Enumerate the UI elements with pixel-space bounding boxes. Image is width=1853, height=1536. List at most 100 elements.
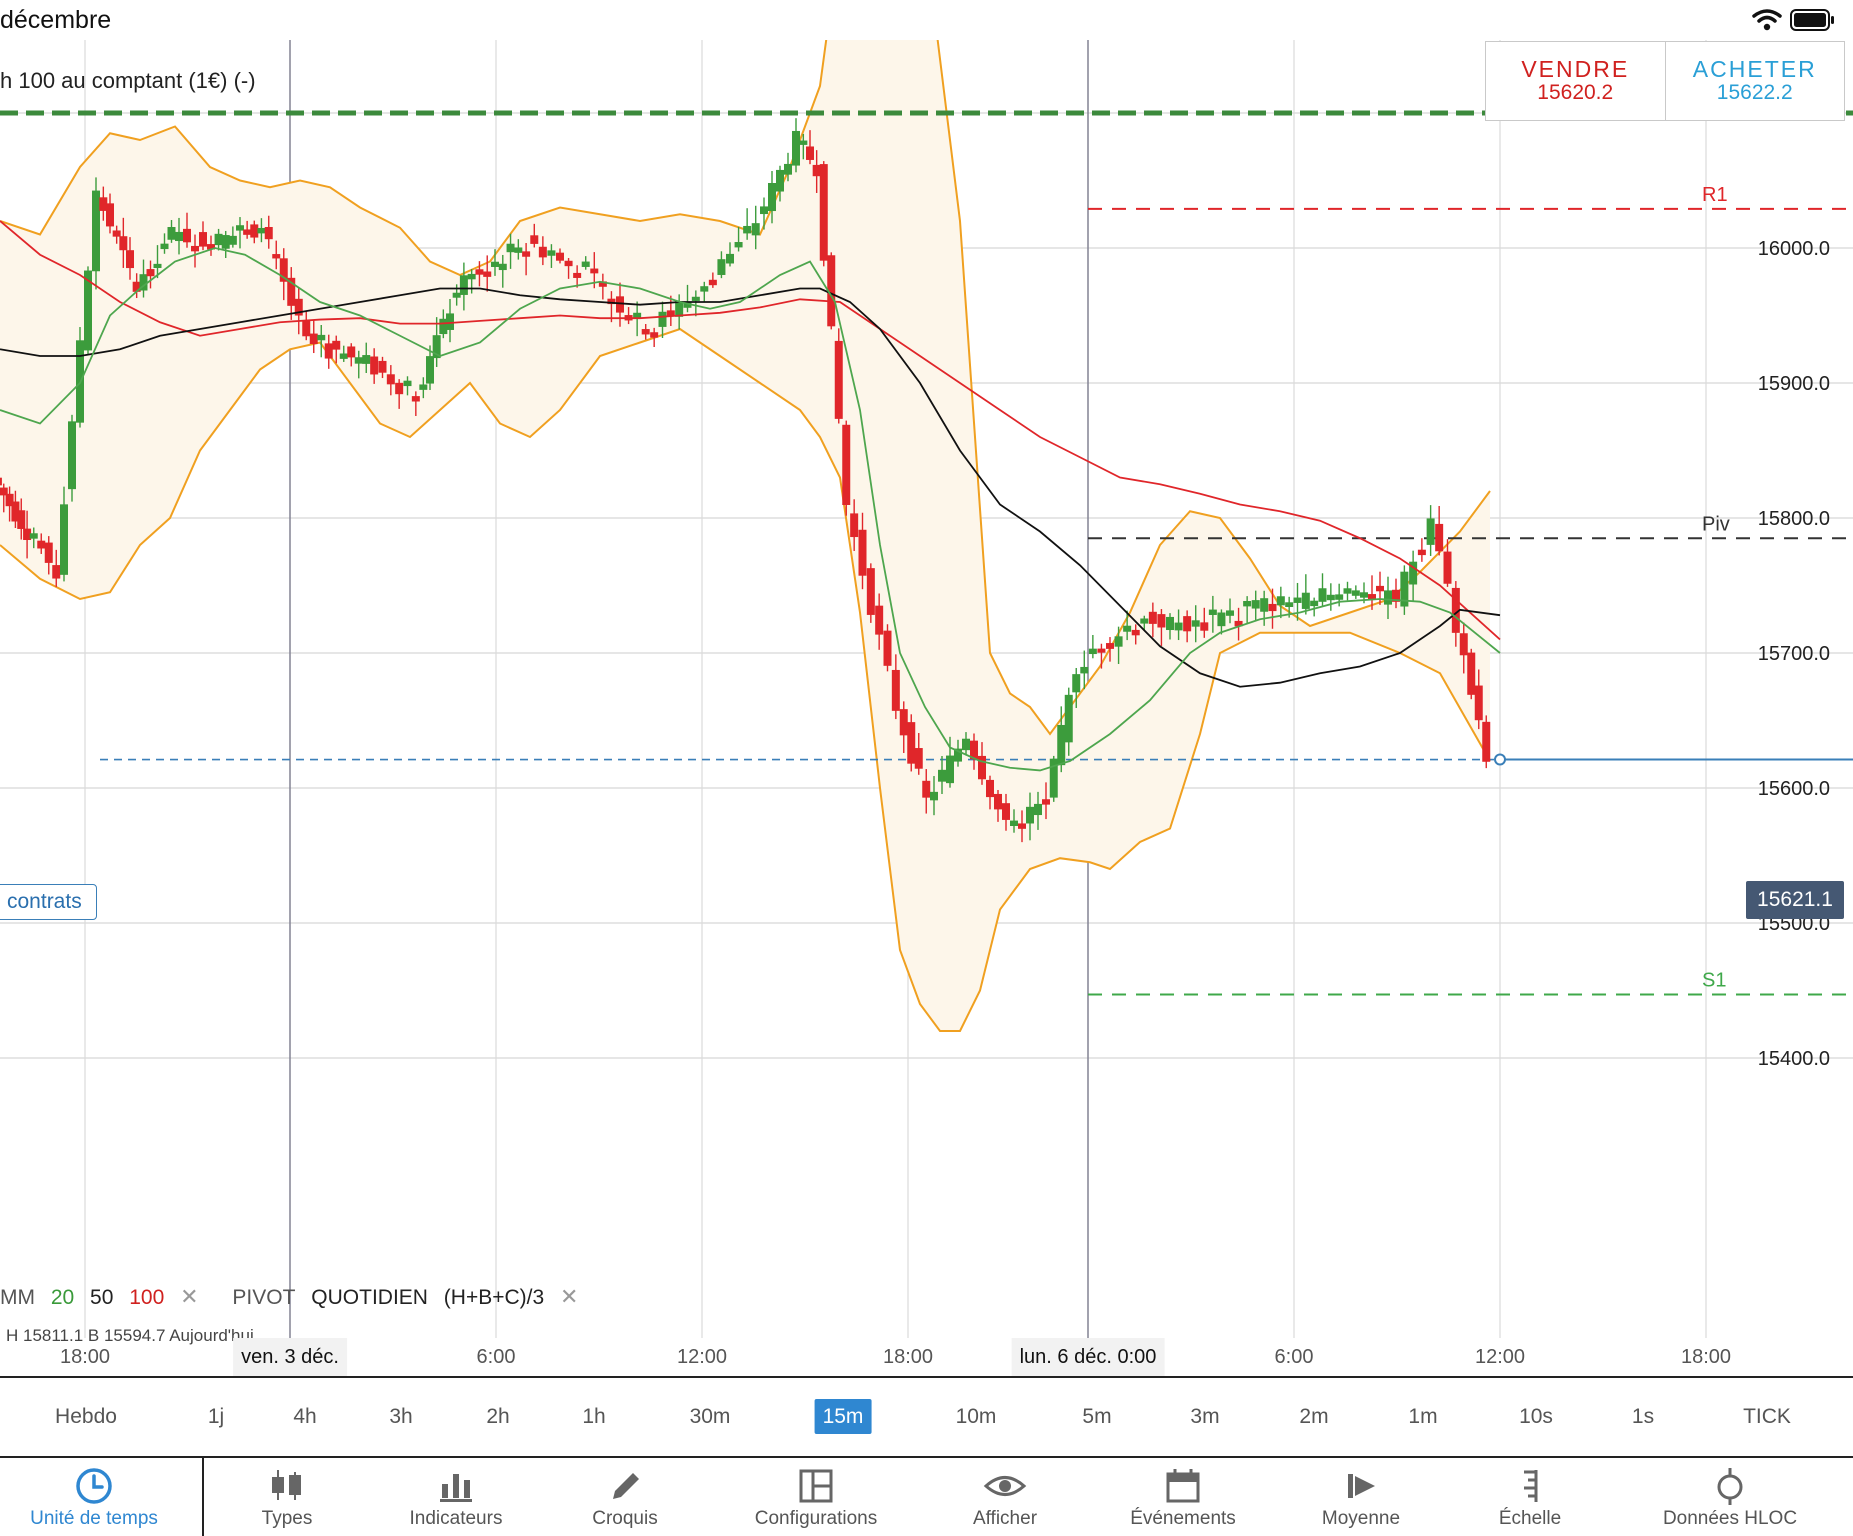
timeframe-3m[interactable]: 3m <box>1190 1405 1220 1428</box>
candle-body <box>1482 721 1491 762</box>
types-button[interactable]: Types <box>202 1458 372 1536</box>
candle-body <box>650 332 659 338</box>
candle-body <box>1351 590 1360 596</box>
candle-body <box>986 779 994 798</box>
timeframe-2h[interactable]: 2h <box>486 1405 510 1428</box>
position-label[interactable]: contrats <box>0 884 97 920</box>
candle-body <box>866 568 875 615</box>
bollinger-fill <box>0 40 1490 1031</box>
candle-body <box>214 233 223 246</box>
timeframe-1s[interactable]: 1s <box>1631 1405 1655 1428</box>
timeframe-3h[interactable]: 3h <box>389 1405 413 1428</box>
candle-body <box>11 501 20 522</box>
pivot-label-r1: R1 <box>1702 184 1728 206</box>
candle-body <box>68 421 76 490</box>
candle-body <box>743 225 752 234</box>
price-tick: 15600.0 <box>1758 778 1830 800</box>
bottom-toolbar: Unité de temps Types Indicateurs Croquis <box>0 1458 1853 1536</box>
candle-body <box>675 301 684 317</box>
candle-body <box>362 355 371 364</box>
remove-pivot-icon[interactable]: ✕ <box>560 1284 579 1309</box>
price-tick: 16000.0 <box>1758 238 1830 260</box>
candle-body <box>1106 643 1114 649</box>
candle-body <box>607 298 616 305</box>
candle-body <box>938 769 946 782</box>
sketch-button[interactable]: Croquis <box>540 1458 710 1536</box>
time-unit-button[interactable]: Unité de temps <box>9 1458 179 1536</box>
candle-body <box>1301 592 1310 609</box>
timeframe-10s[interactable]: 10s <box>1519 1405 1553 1428</box>
candle-body <box>784 163 792 175</box>
wifi-icon <box>1752 9 1782 31</box>
candle-body <box>1360 592 1368 598</box>
timeframe-5m[interactable]: 5m <box>1082 1405 1112 1428</box>
candle-body <box>1467 652 1476 695</box>
configurations-button[interactable]: Configurations <box>731 1458 901 1536</box>
candle-body <box>183 228 191 243</box>
candle-body <box>17 510 26 529</box>
candle-body <box>23 528 32 541</box>
bollinger-band <box>0 40 1491 1032</box>
timeframe-10m[interactable]: 10m <box>955 1405 997 1428</box>
candle-body <box>700 286 709 292</box>
candle-body <box>294 298 303 316</box>
candle-body <box>5 493 14 507</box>
candle-body <box>1080 666 1089 674</box>
candle-body <box>1474 685 1483 721</box>
timeframe-1m[interactable]: 1m <box>1408 1405 1438 1428</box>
candle-body <box>324 343 333 359</box>
indicators-label: Indicateurs <box>409 1508 503 1529</box>
candle-body <box>666 310 675 316</box>
candle-body <box>0 477 2 486</box>
types-label: Types <box>261 1508 313 1529</box>
timeframe-hebdo[interactable]: Hebdo <box>55 1405 117 1428</box>
candle-body <box>1034 803 1042 816</box>
timeframe-15m[interactable]: 15m <box>814 1378 872 1456</box>
scale-button[interactable]: Échelle <box>1445 1458 1615 1536</box>
candle-body <box>439 318 448 335</box>
divider <box>202 1456 204 1536</box>
remove-mm-icon[interactable]: ✕ <box>180 1284 199 1309</box>
candle-body <box>1131 629 1140 636</box>
candle-body <box>498 263 507 271</box>
show-button[interactable]: Afficher <box>920 1458 1090 1536</box>
timeframe-1h[interactable]: 1h <box>582 1405 606 1428</box>
sell-button[interactable]: VENDRE 15620.2 <box>1486 42 1665 120</box>
timeframe-4h[interactable]: 4h <box>293 1405 317 1428</box>
timeframe-tick[interactable]: TICK <box>1743 1405 1791 1428</box>
buy-button[interactable]: ACHETER 15622.2 <box>1664 42 1845 120</box>
legend-mm-20: 20 <box>50 1286 75 1309</box>
candle-body <box>922 780 931 798</box>
x-tick: lun. 6 déc. 0:00 <box>1011 1338 1165 1376</box>
hloc-data-button[interactable]: Données HLOC <box>1645 1458 1815 1536</box>
candle-body <box>598 281 607 287</box>
timeframe-30m[interactable]: 30m <box>689 1405 731 1428</box>
candle-body <box>1384 590 1392 605</box>
x-tick: 6:00 <box>476 1346 516 1368</box>
timeframe-2m[interactable]: 2m <box>1299 1405 1329 1428</box>
average-label: Moyenne <box>1321 1508 1401 1529</box>
indicators-button[interactable]: Indicateurs <box>371 1458 541 1536</box>
candle-body <box>1310 600 1319 607</box>
candle-body <box>994 793 1002 810</box>
candle-body <box>84 270 92 351</box>
candle-body <box>1251 600 1260 609</box>
events-button[interactable]: Événements <box>1098 1458 1268 1536</box>
candle-body <box>132 281 141 292</box>
candle-body <box>970 740 978 760</box>
timeframe-1j[interactable]: 1j <box>207 1405 225 1428</box>
candle-body <box>590 268 599 274</box>
candle-body <box>1064 694 1073 743</box>
candle-body <box>302 320 311 337</box>
sell-label: VENDRE <box>1521 56 1630 82</box>
candle-body <box>1326 594 1335 601</box>
candle-body <box>92 190 100 272</box>
candle-body <box>556 252 564 261</box>
candle-body <box>167 227 176 240</box>
candle-body <box>243 229 252 235</box>
status-date: décembre <box>0 6 112 34</box>
candle-body <box>1335 594 1344 600</box>
average-button[interactable]: Moyenne <box>1276 1458 1446 1536</box>
candle-body <box>1400 571 1409 607</box>
